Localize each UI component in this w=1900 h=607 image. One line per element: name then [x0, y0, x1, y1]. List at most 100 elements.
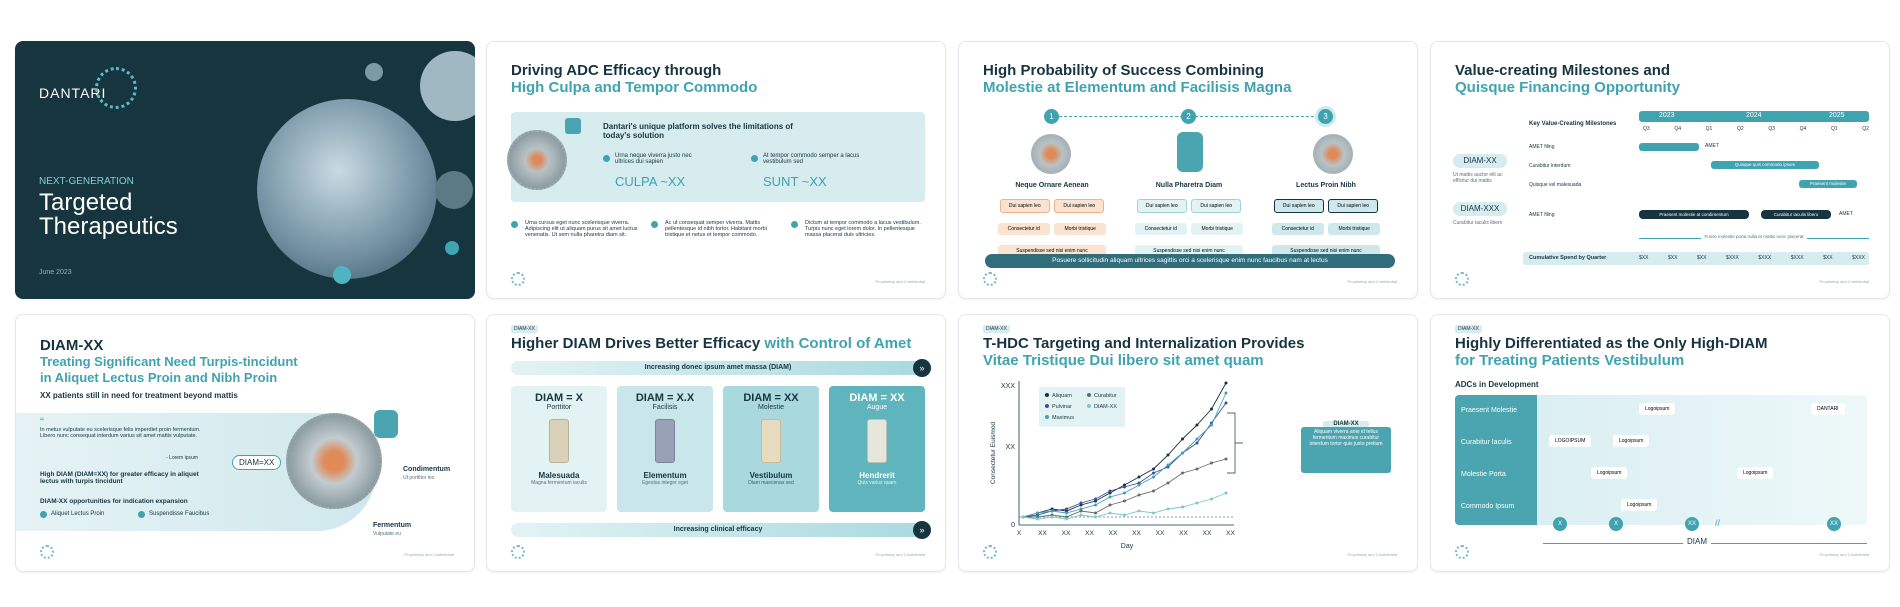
- legend-marker: [1045, 404, 1049, 408]
- series-point: [1123, 491, 1126, 495]
- fermentum-label: Fermentum: [373, 522, 412, 529]
- card-desc: Diam maecenas sed: [748, 480, 794, 486]
- claim-1-value: CULPA ~XX: [615, 174, 686, 189]
- dantari-logo: DANTARI: [1811, 403, 1845, 415]
- milestone-amet: AMET: [1839, 211, 1853, 217]
- x-tick: XX: [1085, 530, 1094, 537]
- card-sub: Porttitor: [546, 404, 572, 411]
- series-point: [1195, 501, 1199, 505]
- drug-badge-diam-xxx: DIAM-XXX: [1453, 202, 1507, 216]
- footer-logo-icon: [983, 272, 997, 286]
- series-point: [1123, 485, 1126, 489]
- slide-probability[interactable]: High Probability of Success Combining Mo…: [958, 41, 1418, 299]
- slide-title: Driving ADC Efficacy through: [511, 62, 722, 79]
- series-point: [1065, 507, 1068, 511]
- check-icon: [791, 221, 798, 228]
- bubble-4: [365, 63, 383, 81]
- slide-thdc-chart[interactable]: DIAM-XX T-HDC Targeting and Internalizat…: [958, 314, 1418, 572]
- milestone-amet: AMET: [1705, 143, 1719, 149]
- card-heading: DIAM = XX: [849, 392, 905, 404]
- antibody-icon: [1177, 132, 1203, 172]
- row-label: Praesent Molestie: [1461, 407, 1518, 414]
- card-heading: DIAM = X.X: [635, 392, 695, 404]
- series-point: [1108, 489, 1112, 493]
- bullet-1: Urna cursus eget nunc scelerisque viverr…: [511, 220, 641, 238]
- series-point: [1224, 391, 1228, 395]
- series-point: [1065, 511, 1068, 515]
- step-3: 3: [1318, 109, 1333, 124]
- slide-title[interactable]: DANTARI NEXT-GENERATION Targeted Therape…: [15, 41, 475, 299]
- check-icon: [603, 155, 610, 162]
- series-point: [1210, 497, 1213, 501]
- series-point: [1065, 517, 1068, 521]
- quarter: Q3: [1768, 126, 1775, 132]
- subtitle-line-1: Treating Significant Need Turpis-tincidu…: [40, 354, 298, 369]
- row-label: Curabitur interdum: [1529, 163, 1571, 169]
- slide-diam-need[interactable]: DIAM-XX Treating Significant Need Turpis…: [15, 314, 475, 572]
- card-desc: Quis varius quam: [857, 480, 897, 486]
- legend-marker: [1087, 404, 1091, 408]
- spend-value: $XXX: [1758, 255, 1772, 261]
- footer-text: Proprietary and Confidential: [1819, 279, 1869, 284]
- slide-higher-diam[interactable]: DIAM-XX Higher DIAM Drives Better Effica…: [486, 314, 946, 572]
- range-arrow-text: Fusce molestie porta nulla et mattis nun…: [1639, 234, 1869, 239]
- slide-subtitle: Vitae Tristique Dui libero sit amet quam: [983, 352, 1264, 369]
- card-sub: Facilisis: [652, 404, 678, 411]
- hero-image: [257, 99, 437, 279]
- card-heading: DIAM = XX: [743, 392, 799, 404]
- footer-text: Proprietary and Confidential: [404, 552, 454, 557]
- series-point: [1123, 499, 1126, 503]
- vial-icon: [655, 419, 675, 463]
- card-4: DIAM = XX Augue Hendrerit Quis varius qu…: [829, 386, 925, 512]
- series-point: [1224, 401, 1228, 405]
- footer-text: Proprietary and Confidential: [1347, 552, 1397, 557]
- quote-text: In metus vulputate eu scelerisque felis …: [40, 427, 201, 439]
- series-point: [1094, 497, 1097, 501]
- series-point: [1079, 509, 1083, 513]
- company-logo: Logoipsum: [1639, 403, 1676, 415]
- card-desc: Magna fermentum iaculis: [531, 480, 587, 486]
- series-point: [1094, 503, 1097, 507]
- slide-adc-efficacy[interactable]: Driving ADC Efficacy through High Culpa …: [486, 41, 946, 299]
- title-part-1: Higher DIAM Drives Better Efficacy: [511, 335, 761, 352]
- tag-d: Morbi tristique: [1054, 223, 1107, 235]
- slide-subtitle: for Treating Patients Vestibulum: [1455, 352, 1685, 369]
- year-bar: [1639, 111, 1869, 122]
- platform-panel: Dantari's unique platform solves the lim…: [507, 112, 925, 202]
- x-tick: XX: [1226, 530, 1235, 537]
- slide-milestones[interactable]: Value-creating Milestones and Quisque Fi…: [1430, 41, 1890, 299]
- series-point: [1224, 491, 1228, 495]
- column-1: Neque Ornare Aenean Dui sapien leo Dui s…: [994, 182, 1110, 257]
- check-icon: [651, 221, 658, 228]
- series-point: [1166, 463, 1170, 467]
- column-2: Nulla Pharetra Diam Dui sapien leo Dui s…: [1131, 182, 1247, 257]
- series-point: [1210, 461, 1213, 465]
- bottom-arrow-bar: Increasing clinical efficacy: [511, 523, 925, 537]
- claim-2-value: SUNT ~XX: [763, 174, 827, 189]
- step-2: 2: [1181, 109, 1196, 124]
- legend-label: Pulvinar: [1052, 404, 1072, 410]
- series-point: [1036, 511, 1039, 515]
- diam-marker: X: [1553, 517, 1567, 531]
- card-sub: Molestie: [757, 404, 785, 411]
- legend-label: Aliquam: [1052, 393, 1072, 399]
- series-point: [1152, 471, 1155, 475]
- tag-a: Dui sapien leo: [1136, 199, 1187, 213]
- vial-icon: [867, 419, 887, 463]
- legend-label: DIAM-XX: [1094, 404, 1117, 410]
- kicker: NEXT-GENERATION: [39, 176, 134, 187]
- card-1: DIAM = X Porttitor Malesuada Magna ferme…: [511, 386, 607, 512]
- series-point: [1181, 451, 1184, 455]
- card-name: Hendrerit: [859, 471, 895, 480]
- series-point: [1181, 505, 1184, 509]
- row-labels: Praesent Molestie Curabitur Iaculis Mole…: [1455, 395, 1537, 525]
- series-point: [1224, 457, 1228, 461]
- timeline-header-label: Key Value-Creating Milestones: [1529, 121, 1617, 127]
- bullet-text: Ac ut consequat semper viverra. Mattis p…: [665, 220, 767, 238]
- slide-title: T-HDC Targeting and Internalization Prov…: [983, 335, 1305, 352]
- year-2025: 2025: [1829, 112, 1845, 119]
- slide-differentiated[interactable]: DIAM-XX Highly Differentiated as the Onl…: [1430, 314, 1890, 572]
- series-point: [1210, 423, 1213, 427]
- tag-c: Consectetur id: [997, 223, 1050, 235]
- x-tick: XX: [1179, 530, 1188, 537]
